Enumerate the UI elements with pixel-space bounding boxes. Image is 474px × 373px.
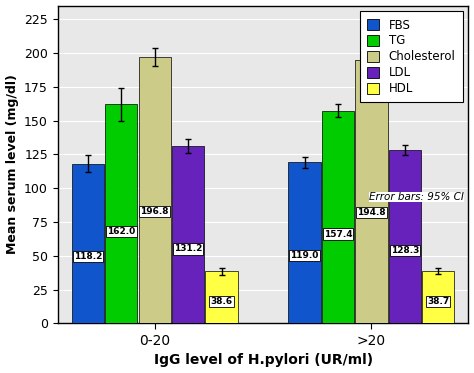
Bar bbox=[138, 57, 171, 323]
Text: 194.8: 194.8 bbox=[357, 208, 386, 217]
Text: 38.6: 38.6 bbox=[210, 297, 233, 306]
Bar bbox=[288, 163, 321, 323]
Bar bbox=[206, 271, 238, 323]
Text: 119.0: 119.0 bbox=[291, 251, 319, 260]
Legend: FBS, TG, Cholesterol, LDL, HDL: FBS, TG, Cholesterol, LDL, HDL bbox=[360, 12, 463, 103]
Text: 128.3: 128.3 bbox=[391, 246, 419, 255]
Text: 157.4: 157.4 bbox=[324, 229, 352, 239]
Text: Error bars: 95% CI: Error bars: 95% CI bbox=[369, 192, 465, 201]
X-axis label: IgG level of H.pylori (UR/ml): IgG level of H.pylori (UR/ml) bbox=[154, 354, 373, 367]
Text: 131.2: 131.2 bbox=[174, 244, 202, 253]
Text: 118.2: 118.2 bbox=[74, 252, 102, 261]
Bar bbox=[322, 110, 354, 323]
Bar bbox=[172, 146, 204, 323]
Text: 162.0: 162.0 bbox=[107, 227, 136, 236]
Bar bbox=[72, 164, 104, 323]
Y-axis label: Mean serum level (mg/dl): Mean serum level (mg/dl) bbox=[6, 75, 18, 254]
Bar bbox=[355, 60, 388, 323]
Text: 38.7: 38.7 bbox=[427, 297, 449, 306]
Bar bbox=[105, 104, 137, 323]
Bar bbox=[422, 271, 455, 323]
Bar bbox=[389, 150, 421, 323]
Text: 196.8: 196.8 bbox=[140, 207, 169, 216]
